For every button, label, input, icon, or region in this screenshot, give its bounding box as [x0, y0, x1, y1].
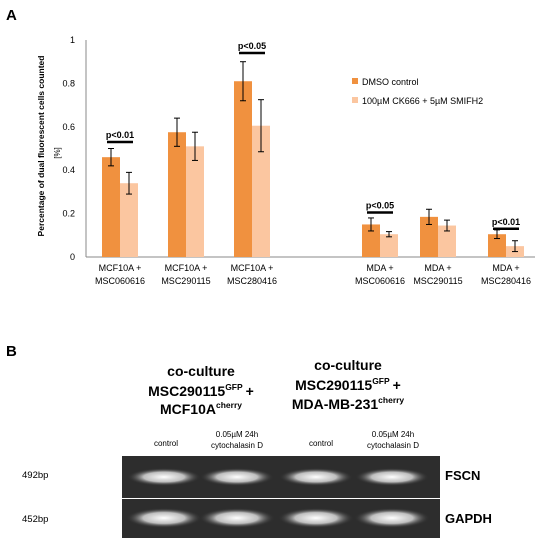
- lane-3-label: control: [309, 439, 333, 448]
- gel-condition-2-heading: co-culture MSC290115GFP + MDA-MB-231cherr…: [292, 357, 405, 412]
- bar-dmso: [420, 216, 438, 257]
- x-category-label: MSC290115: [161, 276, 210, 286]
- bar-ck666: [252, 125, 270, 257]
- y-tick-label: 0: [70, 252, 75, 262]
- x-category-label: MSC290115: [413, 276, 462, 286]
- significance-markers: p<0.01 p<0.05 p<0.05 p<0.01: [106, 41, 520, 231]
- band-gapdh-lane-1: [126, 508, 202, 528]
- legend-label-dmso: DMSO control: [362, 77, 419, 87]
- band-gapdh-lane-4: [354, 508, 430, 528]
- legend: DMSO control 100µM CK666 + 5µM SMIFH2: [352, 77, 483, 106]
- condition-1-line-2: MSC290115GFP +: [148, 382, 254, 399]
- band-fscn-lane-2: [200, 468, 274, 486]
- significance-label: p<0.05: [238, 41, 266, 51]
- significance-label: p<0.05: [366, 201, 394, 211]
- bar-dmso: [488, 234, 506, 257]
- legend-swatch-dmso: [352, 78, 358, 84]
- bar-dmso: [102, 157, 120, 257]
- x-category-label: MSC280416: [481, 276, 531, 286]
- lane-1-label: control: [154, 439, 178, 448]
- lane-4-label-line-2: cytochalasin D: [367, 441, 419, 450]
- band-gapdh-lane-3: [278, 508, 354, 528]
- y-axis-unit: [%]: [53, 147, 62, 159]
- condition-2-line-2: MSC290115GFP +: [295, 376, 401, 393]
- condition-1-line-3: MCF10Acherry: [160, 400, 242, 417]
- gel-condition-1-heading: co-culture MSC290115GFP + MCF10Acherry: [148, 363, 254, 417]
- bar-dmso: [362, 224, 380, 257]
- bar-ck666: [186, 146, 204, 257]
- y-axis-label: Percentage of dual fluorescent cells cou…: [36, 56, 46, 237]
- band-fscn-lane-1: [127, 468, 201, 486]
- band-fscn-lane-4: [355, 468, 429, 486]
- band-gapdh-lane-2: [199, 508, 275, 528]
- y-ticks: 0 0.2 0.4 0.6 0.8 1: [62, 35, 75, 262]
- bar-chart: 0 0.2 0.4 0.6 0.8 1 p<0.01 p<0.05 p<0.05p<0.01 …: [36, 35, 535, 286]
- lane-4-label-line-1: 0.05µM 24h: [372, 430, 414, 439]
- condition-1-line-1: co-culture: [167, 363, 235, 379]
- bar-ck666: [380, 234, 398, 257]
- gel-image: [122, 456, 440, 538]
- y-tick-label: 0.2: [62, 209, 75, 219]
- y-tick-label: 0.4: [62, 165, 75, 175]
- x-category-label: MSC060616: [95, 276, 145, 286]
- bar-dmso: [234, 81, 252, 257]
- x-category-label: MSC280416: [227, 276, 277, 286]
- x-category-label: MDA +: [424, 263, 451, 273]
- lane-labels: control 0.05µM 24h cytochalasin D contro…: [154, 430, 419, 450]
- lane-2-label-line-2: cytochalasin D: [211, 441, 263, 450]
- x-category-label: MDA +: [366, 263, 393, 273]
- row-2-size: 452bp: [22, 514, 48, 525]
- error-bars: [108, 61, 518, 253]
- x-category-labels: MCF10A + MSC060616 MCF10A + MSC290115 MCF10A…: [95, 263, 531, 286]
- x-category-label: MSC060616: [355, 276, 405, 286]
- significance-label: p<0.01: [492, 217, 520, 227]
- x-category-label: MCF10A +: [165, 263, 208, 273]
- lane-2-label-line-1: 0.05µM 24h: [216, 430, 258, 439]
- condition-2-line-3: MDA-MB-231cherry: [292, 395, 405, 412]
- band-fscn-lane-3: [279, 468, 353, 486]
- row-1-gene: FSCN: [445, 468, 480, 483]
- panel-b-label: B: [6, 343, 17, 360]
- y-tick-label: 1: [70, 35, 75, 45]
- legend-label-ck666: 100µM CK666 + 5µM SMIFH2: [362, 96, 483, 106]
- x-category-label: MDA +: [492, 263, 519, 273]
- row-1-size: 492bp: [22, 470, 48, 481]
- row-2-gene: GAPDH: [445, 511, 492, 526]
- legend-swatch-ck666: [352, 97, 358, 103]
- bar-ck666: [438, 225, 456, 257]
- bars: [102, 81, 524, 257]
- significance-label: p<0.01: [106, 130, 134, 140]
- panel-a-label: A: [6, 7, 17, 24]
- y-tick-label: 0.6: [62, 122, 75, 132]
- x-category-label: MCF10A +: [99, 263, 142, 273]
- bar-dmso: [168, 132, 186, 257]
- x-category-label: MCF10A +: [231, 263, 274, 273]
- y-tick-label: 0.8: [62, 78, 75, 88]
- bar-ck666: [120, 183, 138, 257]
- condition-2-line-1: co-culture: [314, 357, 382, 373]
